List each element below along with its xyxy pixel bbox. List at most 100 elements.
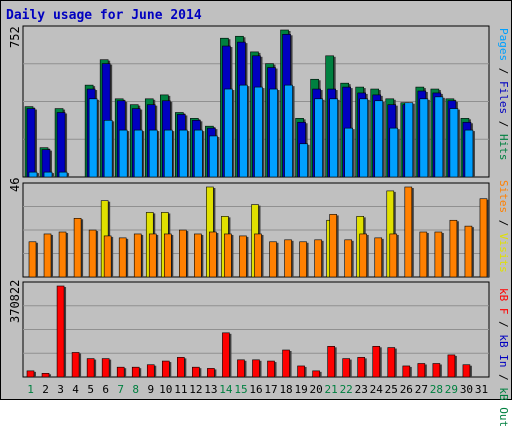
sites-bar bbox=[284, 239, 292, 278]
pages-bar bbox=[314, 98, 323, 178]
day-tick-label: 28 bbox=[430, 383, 443, 396]
pages-bar bbox=[389, 127, 399, 178]
sites-bar bbox=[404, 186, 413, 278]
day-tick-label: 3 bbox=[57, 383, 64, 396]
kbytes-bar bbox=[161, 360, 170, 378]
kbytes-bar bbox=[372, 346, 381, 378]
kbytes-bar bbox=[41, 373, 50, 378]
day-tick-label: 1 bbox=[27, 383, 34, 396]
kbytes-bar bbox=[327, 346, 335, 378]
kbytes-bar bbox=[101, 358, 110, 378]
pages-bar bbox=[103, 120, 113, 178]
day-tick-label: 20 bbox=[310, 383, 323, 396]
day-tick-label: 16 bbox=[249, 383, 262, 396]
kbytes-bar bbox=[237, 359, 245, 378]
pages-bar bbox=[88, 98, 98, 178]
kbytes-bar bbox=[56, 285, 65, 378]
kbytes-bar bbox=[207, 368, 215, 378]
sites-bar bbox=[314, 239, 322, 278]
pages-bar bbox=[359, 98, 369, 178]
sites-bar bbox=[133, 233, 142, 278]
pages-bar bbox=[239, 84, 248, 178]
pages-bar bbox=[133, 129, 143, 178]
pages-bar bbox=[163, 129, 173, 178]
kbytes-bar bbox=[222, 332, 230, 378]
sites-bar bbox=[103, 235, 112, 278]
kbytes-bar bbox=[26, 370, 35, 378]
kbytes-bar bbox=[192, 366, 200, 378]
day-tick-label: 22 bbox=[340, 383, 353, 396]
day-tick-label: 2 bbox=[42, 383, 49, 396]
pages-bar bbox=[404, 102, 414, 178]
kbytes-bar bbox=[357, 357, 366, 378]
sites-bar bbox=[479, 198, 488, 278]
day-tick-label: 30 bbox=[460, 383, 473, 396]
pages-bar bbox=[299, 143, 308, 178]
sites-bar bbox=[389, 233, 398, 278]
sites-bar bbox=[464, 225, 473, 278]
files-bar bbox=[56, 112, 66, 178]
day-tick-label: 11 bbox=[174, 383, 187, 396]
day-tick-label: 31 bbox=[475, 383, 488, 396]
day-tick-label: 25 bbox=[385, 383, 398, 396]
sites-bar bbox=[43, 233, 52, 278]
day-tick-label: 21 bbox=[325, 383, 338, 396]
kbytes-bar bbox=[417, 363, 426, 378]
sites-bar bbox=[224, 233, 232, 278]
sites-bar bbox=[374, 237, 383, 278]
sites-bar bbox=[299, 241, 307, 278]
day-tick-label: 13 bbox=[204, 383, 217, 396]
day-tick-label: 8 bbox=[132, 383, 139, 396]
sites-bar bbox=[419, 231, 428, 278]
kbytes-bar bbox=[297, 365, 305, 378]
sites-bar bbox=[148, 233, 157, 278]
sites-bar bbox=[194, 233, 202, 278]
pages-bar bbox=[179, 129, 188, 178]
kbytes-bar bbox=[71, 352, 80, 378]
pages-bar bbox=[434, 96, 444, 178]
kbytes-bar bbox=[177, 357, 185, 378]
pages-bar bbox=[118, 129, 128, 178]
kbytes-bar bbox=[252, 359, 260, 378]
files-bar bbox=[26, 108, 36, 178]
sites-bar bbox=[58, 231, 67, 278]
kbytes-bar bbox=[387, 347, 396, 378]
sites-bar bbox=[28, 241, 37, 278]
day-tick-label: 10 bbox=[159, 383, 172, 396]
sites-bar bbox=[344, 239, 352, 278]
day-tick-label: 6 bbox=[102, 383, 109, 396]
sites-bar bbox=[209, 231, 217, 278]
pages-bar bbox=[148, 129, 158, 178]
sites-bar bbox=[434, 231, 443, 278]
sites-bar bbox=[118, 237, 127, 278]
kbytes-bar bbox=[116, 366, 125, 378]
day-tick-label: 26 bbox=[400, 383, 413, 396]
pages-bar bbox=[449, 108, 459, 178]
kbytes-bar bbox=[282, 349, 290, 378]
day-tick-label: 12 bbox=[189, 383, 202, 396]
sites-bar bbox=[449, 219, 458, 278]
chart-svg: 1 2 3 4 5 6 7 8 9 10 11 12 13 14 15 16 17 18 19 20 21 22 23 24 2… bbox=[22, 25, 490, 396]
day-tick-label: 24 bbox=[370, 383, 384, 396]
kbytes-bar bbox=[462, 364, 471, 378]
kbytes-bar bbox=[86, 358, 95, 378]
kbytes-bar bbox=[402, 365, 411, 378]
day-tick-label: 4 bbox=[72, 383, 79, 396]
day-tick-label: 17 bbox=[264, 383, 277, 396]
sites-bar bbox=[254, 233, 262, 278]
sites-bar bbox=[179, 229, 187, 278]
kbytes-bar bbox=[267, 360, 275, 378]
kbytes-bar bbox=[432, 363, 441, 378]
day-tick-label: 29 bbox=[445, 383, 458, 396]
pages-bar bbox=[269, 88, 278, 178]
sites-bar bbox=[73, 218, 82, 278]
pages-bar bbox=[58, 171, 68, 178]
day-tick-label: 5 bbox=[87, 383, 94, 396]
kbytes-bar bbox=[447, 354, 456, 378]
chart-title: Daily usage for June 2014 bbox=[6, 8, 202, 23]
day-tick-label: 7 bbox=[117, 383, 124, 396]
pages-bar bbox=[464, 129, 474, 178]
pages-bar bbox=[224, 88, 233, 178]
sites-bar bbox=[359, 233, 368, 278]
pages-bar bbox=[374, 100, 384, 178]
